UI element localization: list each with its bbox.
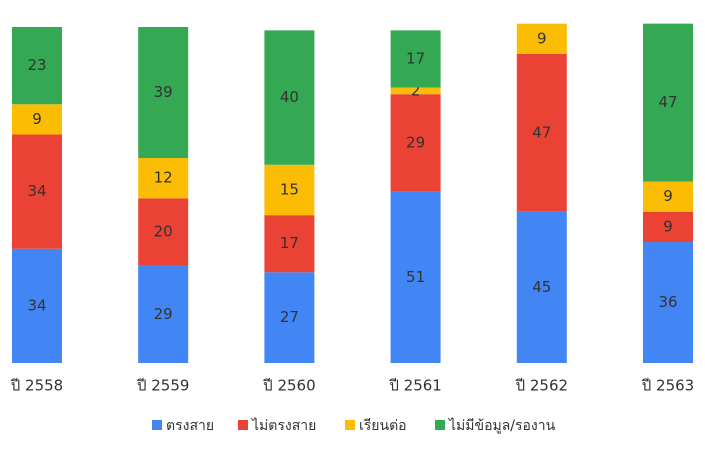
data-label: 9 — [663, 217, 673, 235]
data-label: 9 — [537, 29, 547, 47]
x-tick-label: ปี 2560 — [262, 377, 315, 395]
bar-segment — [12, 104, 62, 135]
legend-swatch — [152, 420, 162, 430]
bar-segment — [264, 272, 315, 363]
data-label: 29 — [406, 133, 425, 151]
x-tick-label: ปี 2561 — [388, 377, 441, 395]
data-label: 47 — [658, 93, 677, 111]
bar-segment — [138, 198, 189, 266]
data-label: 12 — [154, 169, 173, 187]
data-label: 47 — [532, 123, 551, 141]
legend-label: ตรงสาย — [166, 418, 214, 434]
bar-segment — [138, 27, 189, 159]
data-label: 20 — [154, 222, 173, 240]
bar-segment — [390, 191, 441, 363]
x-tick-label: ปี 2558 — [10, 377, 63, 395]
data-label: 45 — [532, 278, 551, 296]
bar-segment — [12, 27, 62, 105]
bar-segment — [643, 23, 693, 182]
legend-label: เรียนต่อ — [359, 418, 407, 434]
data-label: 9 — [32, 110, 42, 128]
legend-swatch — [238, 420, 248, 430]
bar-segment — [264, 215, 315, 273]
data-label: 36 — [658, 293, 677, 311]
bar-segment — [138, 158, 189, 199]
bar-segment — [12, 134, 62, 249]
data-label: 34 — [27, 182, 46, 200]
bar-segment — [138, 265, 189, 363]
data-label: 2 — [411, 81, 421, 99]
legend-label: ไม่มีข้อมูล/รองาน — [448, 417, 556, 434]
data-label: 15 — [280, 180, 299, 198]
bar-segment — [516, 211, 567, 363]
bar-segment — [264, 164, 315, 216]
bar-segment — [390, 94, 441, 192]
data-label: 17 — [280, 234, 299, 252]
data-label: 9 — [663, 187, 673, 205]
data-label: 17 — [406, 49, 425, 67]
bar-segment — [643, 211, 693, 243]
bar-segment — [12, 248, 62, 363]
x-tick-label: ปี 2563 — [641, 377, 694, 395]
bar-segment — [390, 87, 441, 95]
data-label: 34 — [27, 296, 46, 314]
bar-segment — [643, 181, 693, 212]
legend-label: ไม่ตรงสาย — [251, 417, 316, 434]
data-label: 29 — [154, 305, 173, 323]
bar-segment — [516, 23, 567, 54]
data-label: 23 — [27, 56, 46, 74]
data-label: 40 — [280, 88, 299, 106]
x-tick-label: ปี 2559 — [136, 377, 189, 395]
data-label: 27 — [280, 308, 299, 326]
bar-segment — [264, 30, 315, 165]
legend-swatch — [435, 420, 445, 430]
bar-segment — [516, 53, 567, 212]
legend-swatch — [345, 420, 355, 430]
x-tick-label: ปี 2562 — [515, 377, 568, 395]
data-label: 51 — [406, 268, 425, 286]
bar-segment — [390, 30, 441, 88]
data-label: 39 — [154, 83, 173, 101]
bar-segment — [643, 242, 693, 363]
